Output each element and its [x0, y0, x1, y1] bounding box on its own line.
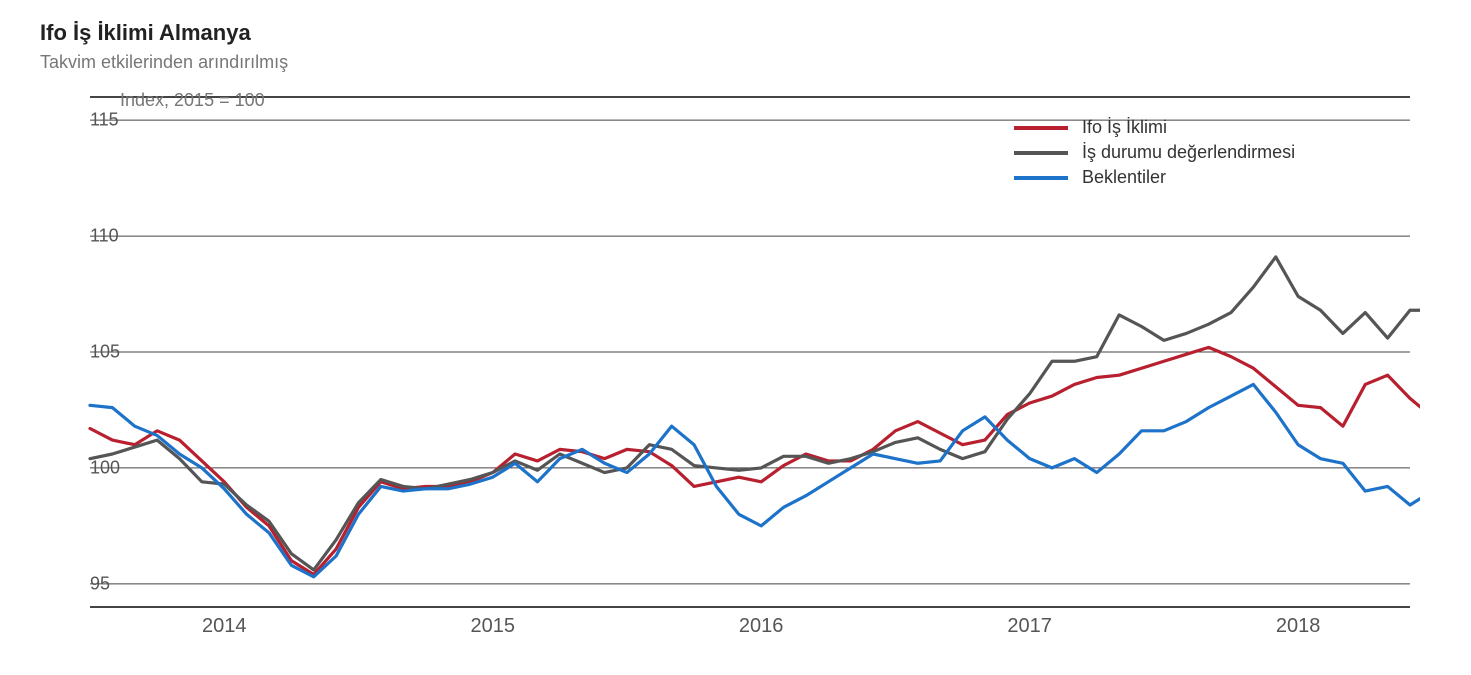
x-tick-label: 2016 — [739, 615, 784, 638]
x-tick-label: 2017 — [1007, 615, 1052, 638]
legend: Ifo İş İklimi İş durumu değerlendirmesi Be… — [1014, 117, 1295, 192]
chart-title: Ifo İş İklimi Almanya — [40, 20, 1431, 46]
chart-area: Index, 2015 = 100 Ifo İş İklimi İş durumu… — [40, 87, 1420, 647]
series-line — [90, 347, 1420, 574]
legend-swatch — [1014, 126, 1068, 130]
legend-swatch — [1014, 176, 1068, 180]
x-tick-label: 2018 — [1276, 615, 1321, 638]
legend-item: İş durumu değerlendirmesi — [1014, 142, 1295, 163]
x-tick-label: 2015 — [470, 615, 515, 638]
x-tick-label: 2014 — [202, 615, 247, 638]
legend-label: Beklentiler — [1082, 167, 1166, 188]
legend-item: Beklentiler — [1014, 167, 1295, 188]
chart-subtitle: Takvim etkilerinden arındırılmış — [40, 52, 1431, 73]
legend-swatch — [1014, 151, 1068, 155]
index-note: Index, 2015 = 100 — [120, 90, 265, 111]
legend-label: İş durumu değerlendirmesi — [1082, 142, 1295, 163]
legend-label: Ifo İş İklimi — [1082, 117, 1167, 138]
legend-item: Ifo İş İklimi — [1014, 117, 1295, 138]
